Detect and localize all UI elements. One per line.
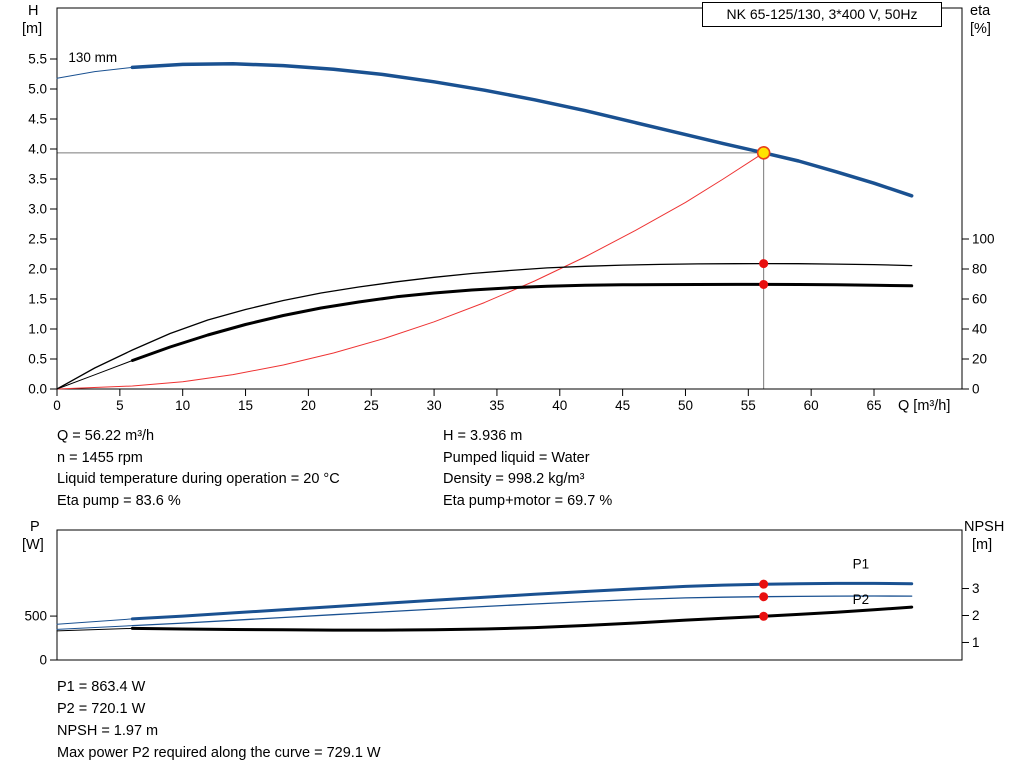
x-tick-label: 50 [678,398,693,413]
y-left-tick-label: 500 [24,609,47,624]
label-p1-curve: P1 [853,557,870,572]
result-flow: Q = 56.22 m³/h [57,428,155,444]
x-tick-label: 60 [804,398,819,413]
y-left-tick-label: 2.5 [28,232,47,247]
y-left-tick-label: 0.5 [28,352,47,367]
result-head: H = 3.936 m [443,428,523,444]
series-system-curve [56,152,765,390]
x-tick-label: 10 [175,398,190,413]
result-eta-pump-motor: Eta pump+motor = 69.7 % [443,492,613,509]
x-tick-label: 30 [427,398,442,413]
axis-label-h: H [28,3,39,19]
y-right-tick-label: 80 [972,262,987,277]
label-impeller-diameter: 130 mm [68,50,117,65]
y-left-tick-label: 4.5 [28,112,47,127]
duty-results-right-column: H = 3.936 m Pumped liquid = Water Densit… [443,426,612,512]
axis-label-p: P [30,519,40,535]
y-right-tick-label: 20 [972,352,987,367]
y-right-tick-label: 3 [972,581,980,596]
series-p1-curve [130,581,914,621]
x-tick-label: 0 [53,398,61,413]
result-liquid-temp: Liquid temperature during operation = 20… [57,471,340,487]
x-tick-label: 15 [238,398,253,413]
y-left-tick-label: 3.5 [28,172,47,187]
x-tick-label: 5 [116,398,124,413]
result-max-p2: Max power P2 required along the curve = … [57,745,381,761]
axis-label-q: Q [m³/h] [898,398,951,414]
x-tick-label: 35 [489,398,504,413]
chart-head-capacity[interactable]: 0 5 10 15 20 25 30 35 40 45 50 55 60 65 0.0 0.5 1.0 1.5 2.… [28,7,995,413]
result-p2: P2 = 720.1 W [57,701,146,717]
duty-point-eta-pump-motor[interactable] [759,279,769,289]
series-eta-pump-motor-curve [130,282,914,362]
result-npsh: NPSH = 1.97 m [57,723,159,739]
x-tick-label: 65 [866,398,881,413]
duty-point-eta-pump[interactable] [759,259,769,269]
y-right-tick-label: 0 [972,382,980,397]
y-left-tick-label: 3.0 [28,202,47,217]
duty-point-npsh[interactable] [759,611,769,621]
y-right-tick-label: 100 [972,232,995,247]
series-eta-pump-motor-extension [56,360,133,390]
axis-label-p-unit: [W] [22,537,44,553]
result-speed: n = 1455 rpm [57,449,143,466]
series-eta-pump-curve [56,262,913,390]
result-density: Density = 998.2 kg/m³ [443,471,585,487]
axis-label-eta: eta [970,3,991,19]
series-p2-curve [131,595,913,627]
series-h-curve-extension [56,66,133,79]
series-p1-extension [56,618,133,625]
series-npsh-curve [130,605,914,632]
x-tick-label: 25 [364,398,379,413]
y-left-tick-label: 1.0 [28,322,47,337]
y-left-tick-label: 0 [39,653,47,668]
duty-point-p2[interactable] [759,592,769,602]
power-results-block: P1 = 863.4 W P2 = 720.1 W NPSH = 1.97 m … [57,676,381,764]
axis-label-npsh-unit: [m] [972,537,993,553]
y-left-tick-label: 4.0 [28,142,47,157]
x-tick-label: 45 [615,398,630,413]
series-npsh-extension [56,627,133,632]
y-left-tick-label: 2.0 [28,262,47,277]
chart-power-npsh[interactable]: 0 500 1 2 3 P1 P2 [24,529,980,668]
y-right-tick-label: 1 [972,635,980,650]
duty-point-p1[interactable] [759,579,769,589]
pump-title-box: NK 65-125/130, 3*400 V, 50Hz [702,2,942,27]
series-h-curve-130mm [130,62,914,198]
plot-border [56,7,963,390]
result-pumped-liquid: Pumped liquid = Water [443,449,590,466]
y-left-tick-label: 5.5 [28,52,47,67]
plot-border [56,529,963,661]
axis-label-eta-unit: [%] [970,21,991,37]
label-p2-curve: P2 [853,592,870,607]
y-right-tick-label: 40 [972,322,987,337]
y-left-tick-label: 0.0 [28,382,47,397]
result-eta-pump: Eta pump = 83.6 % [57,492,181,509]
axis-label-h-unit: [m] [22,21,43,37]
y-right-tick-label: 60 [972,292,987,307]
x-tick-label: 55 [741,398,756,413]
series-p2-extension [56,625,133,630]
duty-results-left-column: Q = 56.22 m³/h n = 1455 rpm Liquid tempe… [57,426,340,512]
y-left-tick-label: 5.0 [28,82,47,97]
x-tick-label: 20 [301,398,316,413]
axis-label-npsh: NPSH [964,519,1005,535]
result-p1: P1 = 863.4 W [57,679,146,695]
x-tick-label: 40 [552,398,567,413]
duty-point-head[interactable] [756,146,771,160]
y-right-tick-label: 2 [972,608,980,623]
y-left-tick-label: 1.5 [28,292,47,307]
